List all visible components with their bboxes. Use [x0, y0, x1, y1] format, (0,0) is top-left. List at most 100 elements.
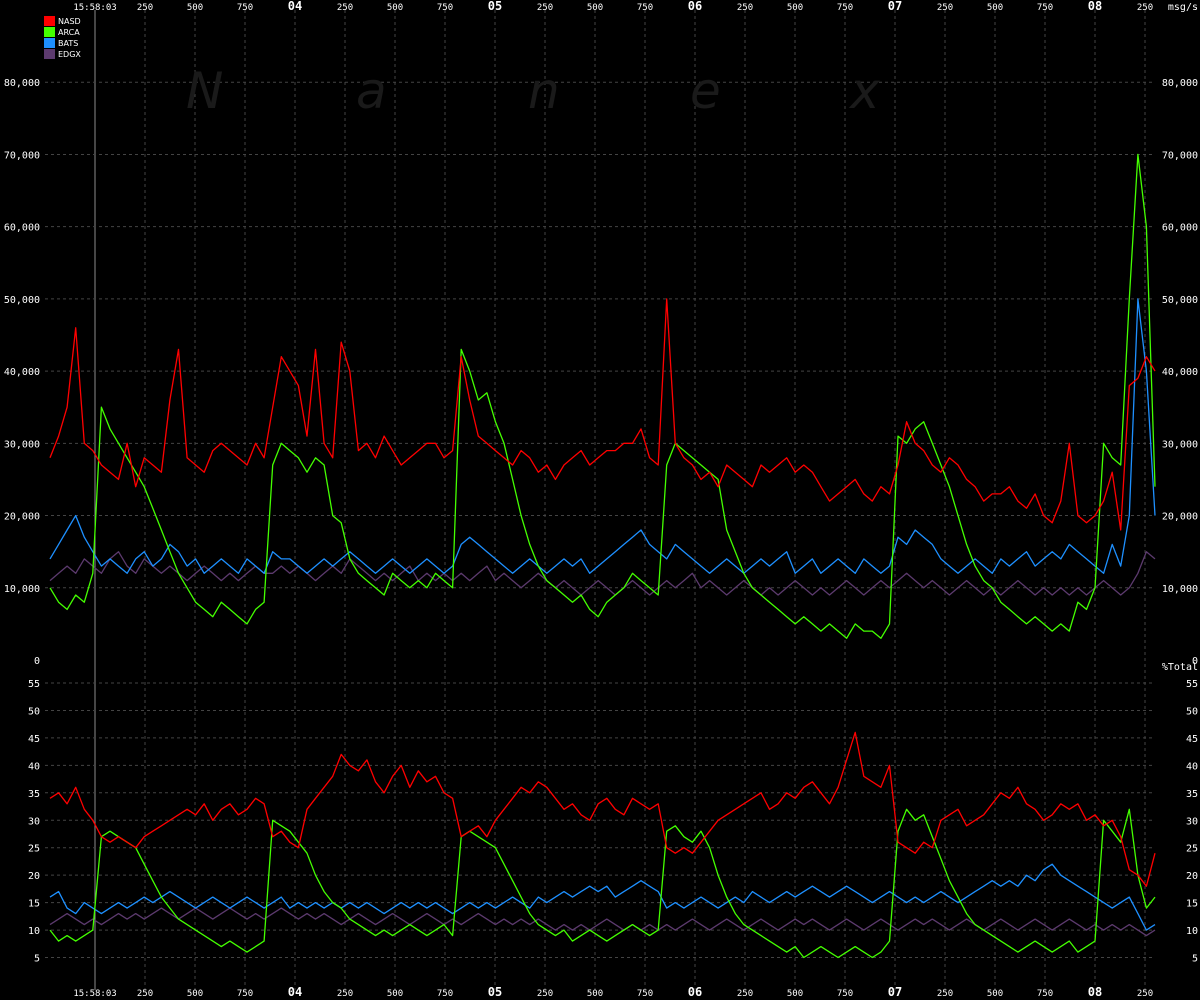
y-tick-label-left: 70,000 — [4, 150, 40, 161]
x-tick-label: 250 — [337, 989, 353, 999]
x-tick-label: 750 — [837, 3, 853, 13]
x-tick-label: 750 — [237, 989, 253, 999]
y-tick-label-left: 25 — [28, 844, 40, 855]
y-tick-label-right: 40 — [1186, 761, 1198, 772]
x-tick-label: 750 — [637, 989, 653, 999]
x-tick-label: 750 — [1037, 3, 1053, 13]
y-axis-label: msg/s — [1168, 2, 1198, 13]
y-tick-label-right: 30,000 — [1162, 439, 1198, 450]
y-tick-label-left: 10,000 — [4, 584, 40, 595]
x-tick-label: 08 — [1088, 0, 1102, 13]
y-axis-label: %Total — [1162, 662, 1198, 673]
series-line-arca — [49, 153, 1156, 639]
x-tick-label: 250 — [337, 3, 353, 13]
y-tick-label-right: 15 — [1186, 899, 1198, 910]
series-line-nasd — [49, 731, 1156, 887]
legend-label: NASD — [58, 17, 81, 26]
y-tick-label-left: 50,000 — [4, 295, 40, 306]
y-tick-label-right: 10 — [1186, 926, 1198, 937]
x-tick-label: 500 — [187, 3, 203, 13]
legend: NASD ARCA BATS EDGX — [44, 16, 81, 60]
y-tick-label-left: 35 — [28, 789, 40, 800]
series-line-nasd — [49, 298, 1156, 531]
x-tick-label: 250 — [937, 989, 953, 999]
y-tick-label-left: 50 — [28, 706, 40, 717]
x-tick-label: 500 — [587, 3, 603, 13]
upper-panel-series — [49, 153, 1156, 639]
x-tick-label: 07 — [888, 985, 902, 999]
watermark-letter: a — [356, 62, 387, 120]
x-tick-label: 04 — [288, 0, 302, 13]
x-tick-label: 250 — [537, 989, 553, 999]
series-line-edgx — [49, 907, 1156, 937]
y-tick-label-right: 80,000 — [1162, 78, 1198, 89]
y-tick-label-left: 20,000 — [4, 512, 40, 523]
x-tick-label: 250 — [1137, 3, 1153, 13]
y-tick-label-left: 30,000 — [4, 439, 40, 450]
y-tick-label-right: 50 — [1186, 706, 1198, 717]
x-tick-label: 500 — [787, 989, 803, 999]
y-tick-label-right: 20 — [1186, 871, 1198, 882]
legend-label: BATS — [58, 39, 79, 48]
x-tick-label: 04 — [288, 985, 302, 999]
x-tick-label: 750 — [837, 989, 853, 999]
y-tick-label-left: 80,000 — [4, 78, 40, 89]
gridlines — [45, 10, 1155, 990]
x-tick-label: 750 — [237, 3, 253, 13]
x-tick-label: 15:58:03 — [73, 989, 116, 999]
y-tick-label-left: 20 — [28, 871, 40, 882]
y-tick-label-left: 0 — [34, 656, 40, 667]
legend-label: ARCA — [58, 28, 80, 37]
y-tick-label-left: 10 — [28, 926, 40, 937]
x-tick-label: 500 — [987, 989, 1003, 999]
x-tick-label: 500 — [387, 3, 403, 13]
x-tick-label: 750 — [1037, 989, 1053, 999]
y-tick-label-right: 35 — [1186, 789, 1198, 800]
y-tick-label-left: 5 — [34, 954, 40, 965]
legend-item-arca: ARCA — [44, 27, 81, 38]
legend-swatch — [44, 38, 55, 48]
x-tick-label: 250 — [537, 3, 553, 13]
x-tick-label: 250 — [137, 989, 153, 999]
x-tick-label: 06 — [688, 985, 702, 999]
x-tick-label: 250 — [137, 3, 153, 13]
legend-swatch — [44, 49, 55, 59]
legend-item-nasd: NASD — [44, 16, 81, 27]
y-tick-label-left: 45 — [28, 734, 40, 745]
y-tick-label-left: 40,000 — [4, 367, 40, 378]
series-line-bats — [49, 863, 1156, 931]
y-tick-label-right: 30 — [1186, 816, 1198, 827]
watermark-letter: e — [690, 62, 721, 120]
x-tick-label: 250 — [937, 3, 953, 13]
y-tick-label-left: 30 — [28, 816, 40, 827]
x-tick-label: 250 — [737, 3, 753, 13]
lower-panel-series — [49, 731, 1156, 959]
watermark-letter: N — [186, 62, 224, 120]
series-line-arca — [49, 808, 1156, 959]
x-tick-label: 750 — [437, 989, 453, 999]
watermark-letter: x — [850, 62, 880, 120]
x-tick-label: 500 — [187, 989, 203, 999]
y-tick-label-right: 60,000 — [1162, 223, 1198, 234]
nanex-watermark: N a n e x — [0, 62, 1200, 122]
y-tick-label-right: 40,000 — [1162, 367, 1198, 378]
y-tick-label-right: 25 — [1186, 844, 1198, 855]
x-tick-label: 08 — [1088, 985, 1102, 999]
y-tick-label-right: 45 — [1186, 734, 1198, 745]
x-tick-label: 500 — [387, 989, 403, 999]
x-tick-label: 500 — [587, 989, 603, 999]
x-tick-label: 250 — [1137, 989, 1153, 999]
series-line-edgx — [49, 551, 1156, 596]
y-tick-label-right: 10,000 — [1162, 584, 1198, 595]
legend-item-edgx: EDGX — [44, 49, 81, 60]
legend-swatch — [44, 27, 55, 37]
x-tick-label: 500 — [787, 3, 803, 13]
x-tick-label: 06 — [688, 0, 702, 13]
legend-swatch — [44, 16, 55, 26]
x-tick-label: 750 — [437, 3, 453, 13]
y-tick-label-right: 5 — [1192, 954, 1198, 965]
y-tick-label-left: 15 — [28, 899, 40, 910]
axis-labels: 15:58:03 250 500 750 04 250 500 750 05 250 500 750 0… — [4, 0, 1198, 999]
